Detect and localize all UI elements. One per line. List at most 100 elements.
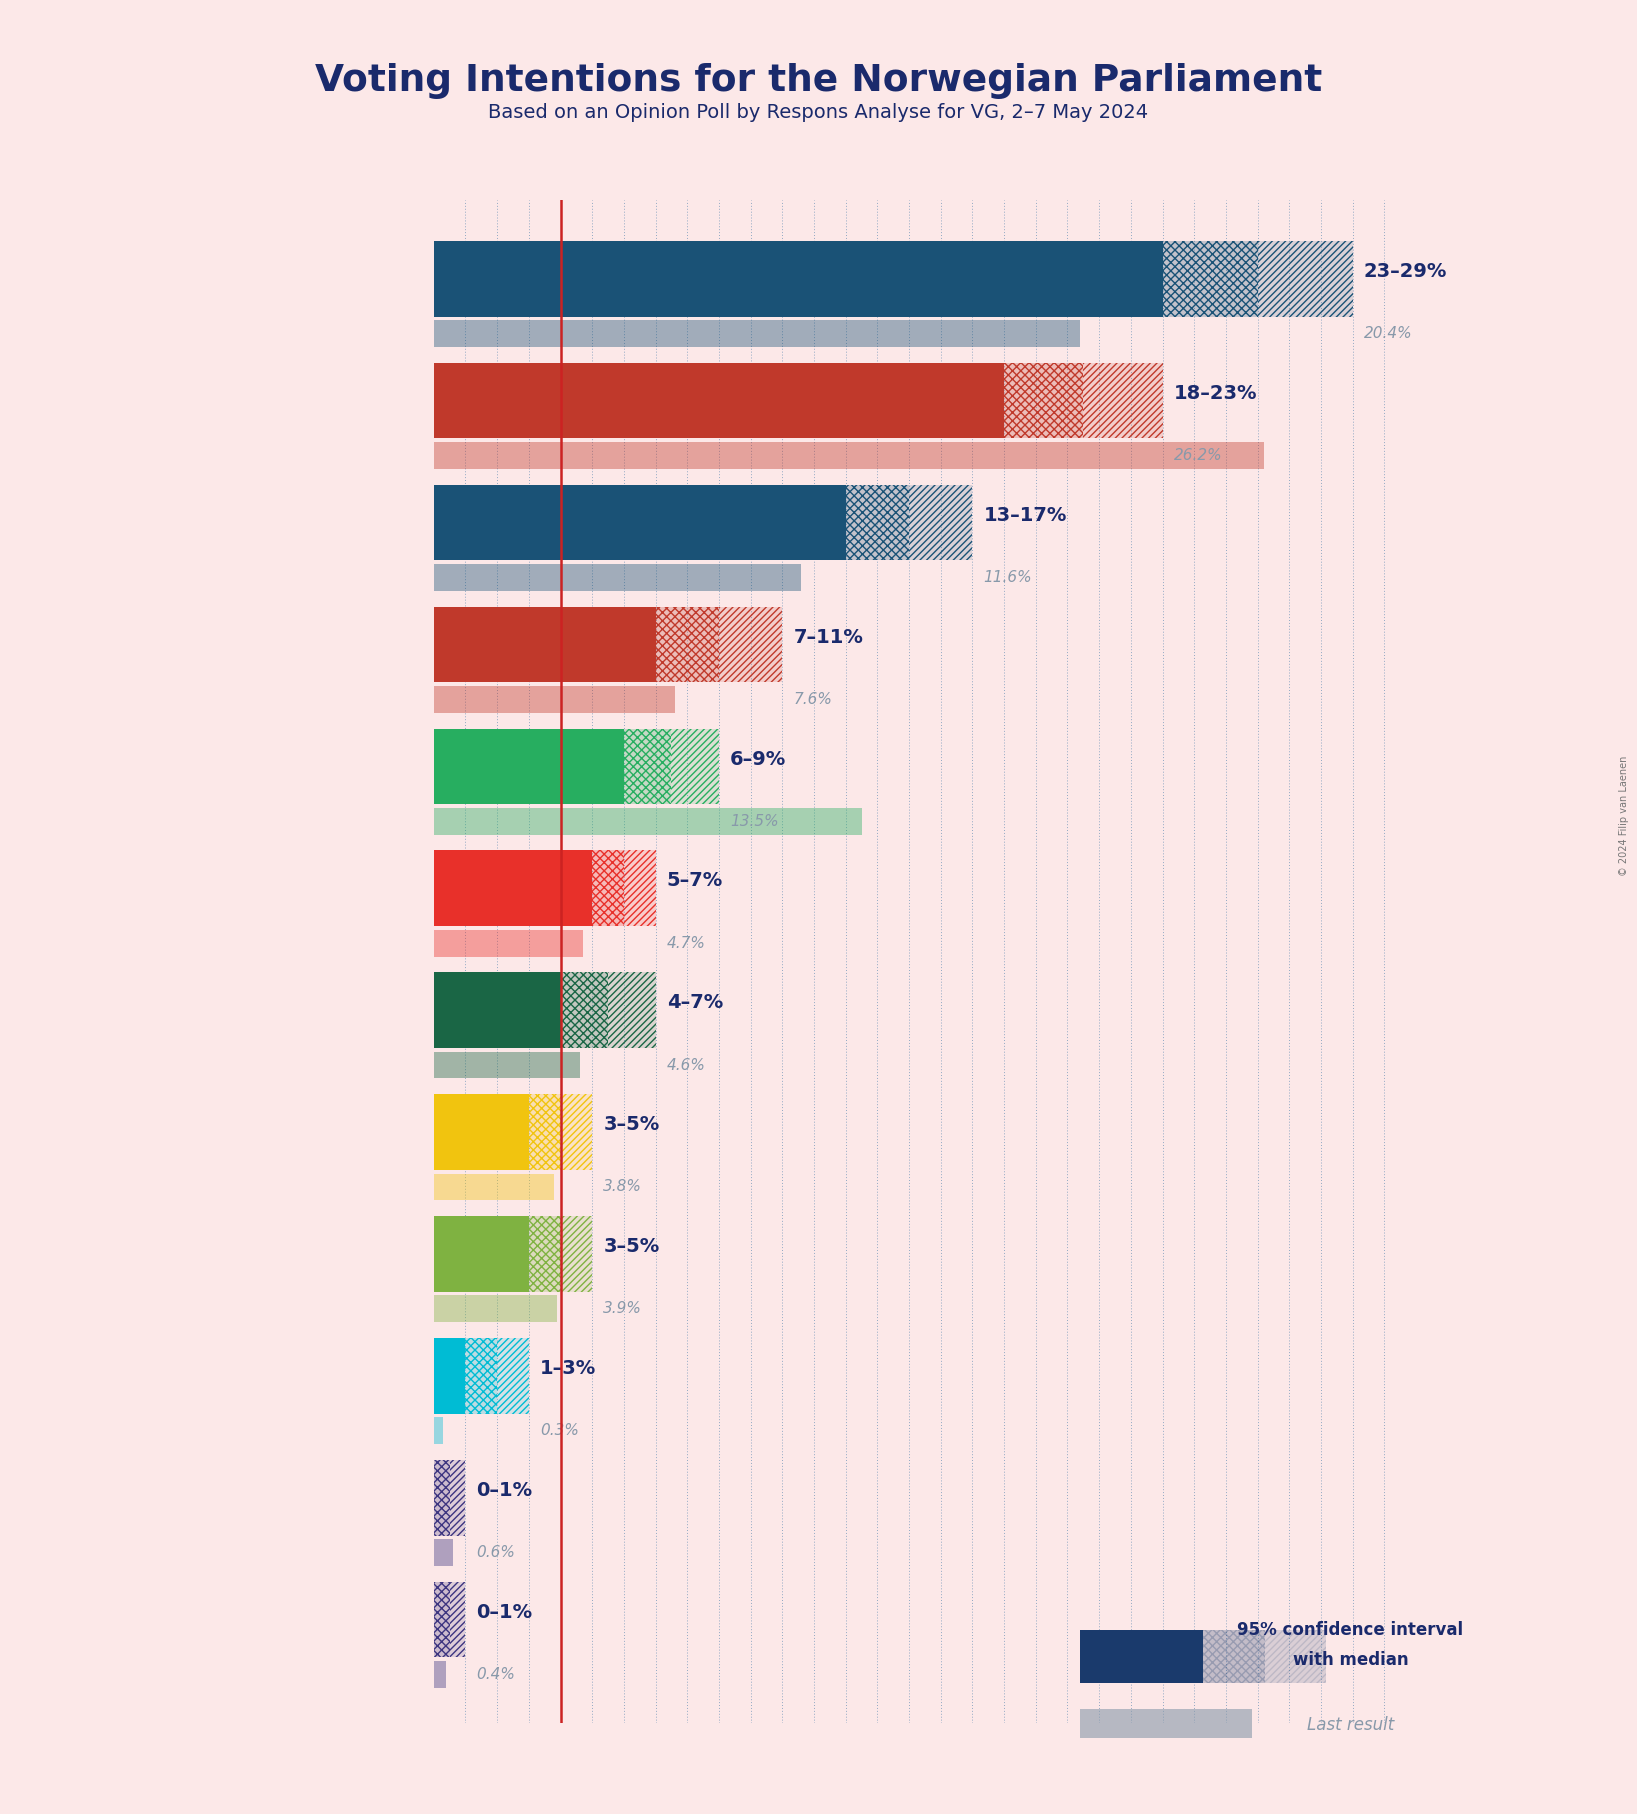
Text: 7–11%: 7–11% [794, 628, 863, 646]
Bar [846, 484, 909, 561]
Bar [1084, 363, 1162, 439]
Text: with median: with median [1293, 1651, 1408, 1669]
Bar [434, 241, 1162, 317]
Bar [909, 484, 972, 561]
Text: 4.6%: 4.6% [666, 1058, 706, 1072]
Bar [434, 1540, 453, 1565]
Bar [1080, 1709, 1252, 1738]
Bar [1080, 1631, 1203, 1683]
Text: Based on an Opinion Poll by Respons Analyse for VG, 2–7 May 2024: Based on an Opinion Poll by Respons Anal… [488, 103, 1149, 122]
Bar [1003, 363, 1084, 439]
Bar [560, 1094, 593, 1170]
Bar [434, 807, 861, 834]
Bar [434, 686, 674, 713]
Bar [1162, 241, 1257, 317]
Bar [434, 363, 1003, 439]
Bar [560, 1094, 593, 1170]
Text: 11.6%: 11.6% [984, 570, 1033, 584]
Bar [624, 851, 655, 927]
Bar [434, 1295, 557, 1322]
Bar [434, 321, 1080, 346]
Text: 18–23%: 18–23% [1174, 385, 1257, 403]
Text: 5–7%: 5–7% [666, 871, 724, 891]
Bar [498, 1339, 529, 1413]
Bar [560, 972, 607, 1048]
Text: 1–3%: 1–3% [540, 1359, 596, 1379]
Bar [434, 443, 1264, 470]
Bar [450, 1582, 465, 1658]
Bar [434, 1460, 450, 1536]
Text: 3.8%: 3.8% [604, 1179, 642, 1194]
Text: © 2024 Filip van Laenen: © 2024 Filip van Laenen [1619, 756, 1629, 876]
Bar [434, 1339, 465, 1413]
Bar [450, 1460, 465, 1536]
Bar [434, 1052, 579, 1079]
Bar [1084, 363, 1162, 439]
Bar [529, 1094, 560, 1170]
Bar [1003, 363, 1084, 439]
Bar [655, 606, 719, 682]
Text: 4.7%: 4.7% [666, 936, 706, 951]
Bar [529, 1215, 560, 1292]
Bar [529, 1094, 560, 1170]
Text: Last result: Last result [1306, 1716, 1395, 1734]
Bar [434, 1582, 450, 1658]
Bar [450, 1460, 465, 1536]
Bar [909, 484, 972, 561]
Bar [434, 1215, 529, 1292]
Text: 23–29%: 23–29% [1364, 261, 1447, 281]
Bar [529, 1215, 560, 1292]
Bar [434, 729, 624, 804]
Bar [624, 851, 655, 927]
Bar [465, 1339, 498, 1413]
Bar [607, 972, 655, 1048]
Bar [434, 1094, 529, 1170]
Text: 95% confidence interval: 95% confidence interval [1238, 1622, 1463, 1640]
Text: 0.4%: 0.4% [476, 1667, 516, 1682]
Bar [1257, 241, 1352, 317]
Bar [434, 1417, 444, 1444]
Bar [846, 484, 909, 561]
Bar [593, 851, 624, 927]
Bar [434, 851, 593, 927]
Bar [1162, 241, 1257, 317]
Text: 0.3%: 0.3% [540, 1424, 579, 1439]
Bar [560, 972, 607, 1048]
Bar [560, 1215, 593, 1292]
Bar [671, 729, 719, 804]
Text: 26.2%: 26.2% [1174, 448, 1223, 463]
Text: 13–17%: 13–17% [984, 506, 1067, 524]
Bar [593, 851, 624, 927]
Bar [434, 484, 846, 561]
Bar [434, 606, 655, 682]
Text: 3.9%: 3.9% [604, 1301, 642, 1317]
Bar [1257, 241, 1352, 317]
Text: 0.6%: 0.6% [476, 1546, 516, 1560]
Text: 7.6%: 7.6% [794, 691, 832, 707]
Text: 20.4%: 20.4% [1364, 327, 1413, 341]
Bar [719, 606, 782, 682]
Bar [671, 729, 719, 804]
Bar [434, 1662, 447, 1689]
Bar [1203, 1631, 1265, 1683]
Bar [624, 729, 671, 804]
Text: 3–5%: 3–5% [604, 1116, 660, 1134]
Text: Voting Intentions for the Norwegian Parliament: Voting Intentions for the Norwegian Parl… [314, 63, 1323, 100]
Bar [465, 1339, 498, 1413]
Text: 3–5%: 3–5% [604, 1237, 660, 1255]
Bar [434, 972, 560, 1048]
Text: 13.5%: 13.5% [730, 814, 779, 829]
Bar [560, 1215, 593, 1292]
Bar [434, 1460, 450, 1536]
Text: 0–1%: 0–1% [476, 1604, 532, 1622]
Bar [719, 606, 782, 682]
Bar [498, 1339, 529, 1413]
Text: 4–7%: 4–7% [666, 994, 724, 1012]
Text: 0–1%: 0–1% [476, 1480, 532, 1500]
Bar [434, 564, 802, 591]
Bar [607, 972, 655, 1048]
Bar [655, 606, 719, 682]
Bar [434, 1174, 555, 1201]
Text: 6–9%: 6–9% [730, 749, 786, 769]
Bar [1264, 1631, 1326, 1683]
